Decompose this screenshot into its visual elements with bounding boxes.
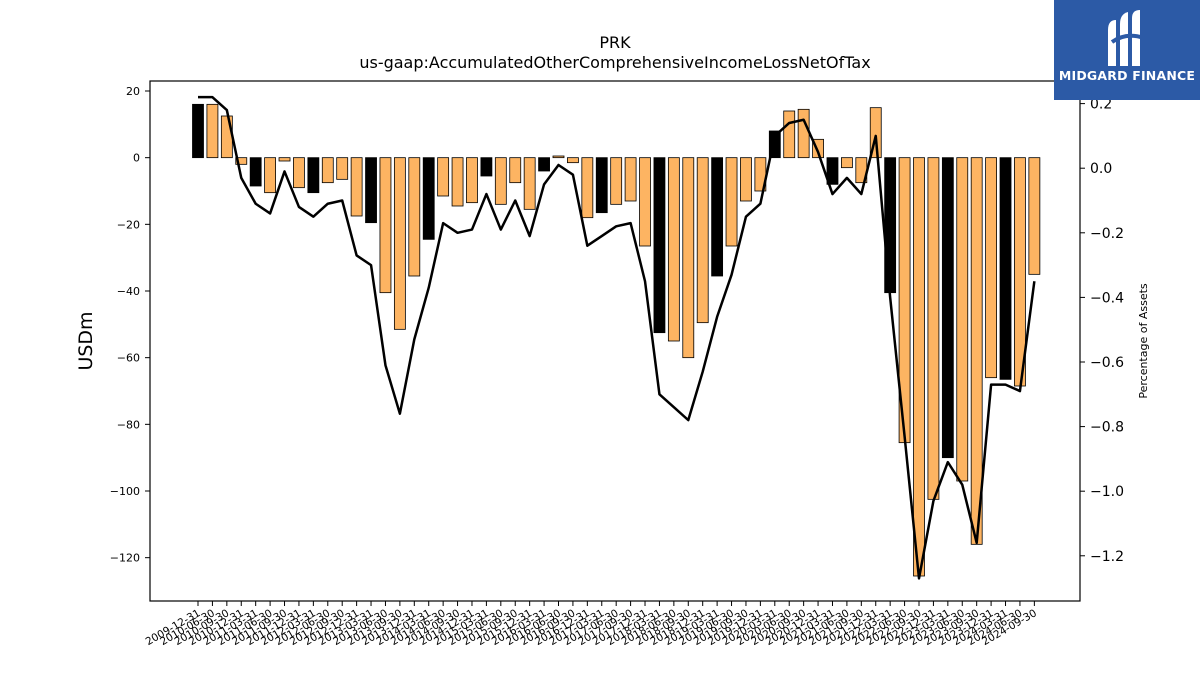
axes-layer: 20 0 −20 −40 −60 −80 −100 −120 0.2 0.0 −0.2 −0.4 −0.… bbox=[110, 80, 1124, 648]
bar-2022-12-31 bbox=[941, 157, 954, 459]
bar-2022-06-30 bbox=[913, 157, 925, 577]
bar-2016-09-30 bbox=[581, 157, 594, 219]
y2-tick-label: 0.0 bbox=[1090, 161, 1112, 177]
bar-2019-06-30 bbox=[740, 157, 752, 202]
bar-2010-09-30 bbox=[235, 157, 248, 165]
y2-tick-label: −1.2 bbox=[1090, 549, 1124, 565]
bar-2012-06-30 bbox=[336, 157, 349, 180]
bar-2009-12-31 bbox=[192, 103, 204, 159]
bar-2012-09-30 bbox=[350, 157, 363, 217]
bar-2020-03-31 bbox=[783, 110, 796, 159]
bar-2019-03-31 bbox=[725, 157, 738, 247]
bar-2014-12-31 bbox=[480, 157, 493, 177]
bar-2021-09-30 bbox=[869, 107, 882, 159]
y2-tick-label: −1.0 bbox=[1090, 484, 1124, 500]
bar-2013-09-30 bbox=[408, 157, 421, 277]
bar-2022-09-30 bbox=[927, 157, 940, 500]
bar-2012-03-31 bbox=[321, 157, 334, 184]
bar-2015-12-31 bbox=[538, 157, 550, 172]
bar-2023-12-31 bbox=[999, 157, 1012, 380]
y2-tick-label: −0.8 bbox=[1090, 420, 1124, 436]
bar-2014-06-30 bbox=[451, 157, 464, 207]
bar-2020-06-30 bbox=[797, 108, 810, 159]
brand-logo: MIDGARD FINANCE bbox=[1054, 0, 1200, 100]
y-tick-label: −20 bbox=[117, 218, 140, 231]
bar-2016-06-30 bbox=[567, 157, 579, 164]
bar-2021-03-31 bbox=[841, 157, 853, 169]
bar-2013-06-30 bbox=[393, 157, 406, 330]
bar-2016-12-31 bbox=[595, 157, 608, 214]
plot-frame bbox=[149, 80, 1081, 602]
y2-tick-label: 0.2 bbox=[1090, 97, 1112, 113]
bar-2020-12-31 bbox=[826, 157, 839, 185]
bar-2011-09-30 bbox=[293, 157, 305, 189]
chart-subtitle: us-gaap:AccumulatedOtherComprehensiveInc… bbox=[359, 53, 870, 72]
y2-tick-label: −0.2 bbox=[1090, 226, 1124, 242]
bar-2021-12-31 bbox=[884, 157, 897, 294]
bar-2017-12-31 bbox=[653, 157, 666, 334]
line-series bbox=[198, 95, 1036, 580]
y-tick-label: −100 bbox=[110, 485, 140, 498]
bar-2015-09-30 bbox=[523, 157, 536, 210]
bar-2014-09-30 bbox=[466, 157, 478, 204]
bar-2023-03-31 bbox=[956, 157, 969, 482]
y2-tick-label: −0.6 bbox=[1090, 355, 1124, 371]
bar-2011-12-31 bbox=[307, 157, 320, 194]
bar-2020-09-30 bbox=[812, 138, 824, 159]
bar-2016-03-31 bbox=[552, 155, 565, 159]
bar-2014-03-31 bbox=[437, 157, 450, 197]
chart-title: PRK bbox=[599, 33, 631, 52]
bar-2010-12-31 bbox=[249, 157, 262, 187]
bar-2013-03-31 bbox=[379, 157, 392, 294]
y2-tick-label: −0.4 bbox=[1090, 290, 1124, 306]
bar-2010-03-31 bbox=[206, 103, 219, 159]
bar-2017-03-31 bbox=[610, 157, 623, 205]
bar-2018-06-30 bbox=[682, 157, 695, 359]
bar-2012-12-31 bbox=[365, 157, 377, 224]
y-tick-label: −40 bbox=[117, 285, 140, 298]
bar-2018-09-30 bbox=[696, 157, 709, 324]
bar-2018-03-31 bbox=[667, 157, 680, 342]
bar-2015-03-31 bbox=[494, 157, 507, 205]
bar-2024-03-31 bbox=[1014, 157, 1026, 387]
brand-mark-icon bbox=[1108, 10, 1145, 66]
y-tick-label: −80 bbox=[117, 418, 140, 431]
y-tick-label: 20 bbox=[126, 85, 140, 98]
bar-2024-06-30 bbox=[1028, 157, 1041, 275]
bar-2011-06-30 bbox=[278, 157, 291, 162]
bar-2015-06-30 bbox=[509, 157, 522, 184]
bar-2017-09-30 bbox=[639, 157, 651, 247]
bars-layer bbox=[192, 103, 1041, 577]
bar-2019-12-31 bbox=[768, 130, 781, 159]
y2-axis-label: Percentage of Assets bbox=[1137, 283, 1150, 399]
bar-2018-12-31 bbox=[711, 157, 724, 277]
bar-2023-09-30 bbox=[985, 157, 997, 379]
bar-2023-06-30 bbox=[970, 157, 983, 545]
y-tick-label: −120 bbox=[110, 552, 140, 565]
bar-2013-12-31 bbox=[422, 157, 435, 240]
y-tick-label: 0 bbox=[133, 152, 140, 165]
brand-name: MIDGARD FINANCE bbox=[1058, 68, 1196, 83]
y-axis-label: USDm bbox=[75, 311, 97, 370]
y-tick-label: −60 bbox=[117, 352, 140, 365]
line-layer bbox=[198, 95, 1036, 580]
bar-2011-03-31 bbox=[264, 157, 277, 194]
bar-2017-06-30 bbox=[624, 157, 637, 202]
